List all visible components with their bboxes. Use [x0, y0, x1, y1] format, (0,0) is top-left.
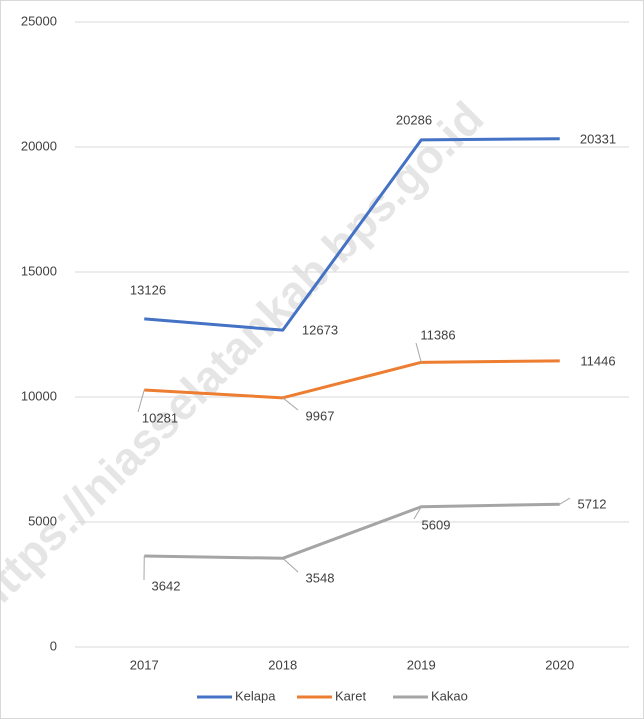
- leader-line: [137, 389, 145, 413]
- leader-line: [282, 557, 299, 573]
- x-tick-label: 2020: [545, 657, 574, 672]
- leader-line: [559, 497, 571, 505]
- x-tick-label: 2018: [268, 657, 297, 672]
- data-label: 5609: [422, 517, 451, 532]
- x-tick-label: 2019: [407, 657, 436, 672]
- legend-label: Kakao: [431, 688, 468, 703]
- data-label: 10281: [142, 410, 178, 425]
- y-tick-label: 10000: [21, 388, 57, 403]
- data-label: 13126: [130, 282, 166, 297]
- x-tick-label: 2017: [130, 657, 159, 672]
- data-label: 11386: [420, 327, 455, 342]
- data-label: 3548: [306, 570, 335, 585]
- y-tick-label: 15000: [21, 263, 57, 278]
- y-tick-label: 5000: [28, 513, 57, 528]
- y-tick-label: 20000: [21, 138, 57, 153]
- series-line: [144, 502, 560, 560]
- data-label: 12673: [302, 322, 338, 337]
- data-label: 5712: [578, 496, 607, 511]
- leader-line: [413, 506, 422, 520]
- leader-line: [415, 342, 422, 363]
- leader-line: [282, 397, 299, 411]
- series-line: [144, 137, 560, 332]
- data-label: 3642: [152, 578, 181, 593]
- y-tick-label: 0: [50, 638, 57, 653]
- data-label: 9967: [306, 408, 335, 423]
- legend-label: Kelapa: [235, 688, 276, 703]
- legend-label: Karet: [335, 688, 366, 703]
- data-label: 11446: [580, 353, 615, 368]
- y-tick-label: 25000: [21, 13, 57, 28]
- data-label: 20331: [580, 131, 616, 146]
- data-label: 20286: [396, 112, 432, 127]
- series-line: [144, 359, 560, 400]
